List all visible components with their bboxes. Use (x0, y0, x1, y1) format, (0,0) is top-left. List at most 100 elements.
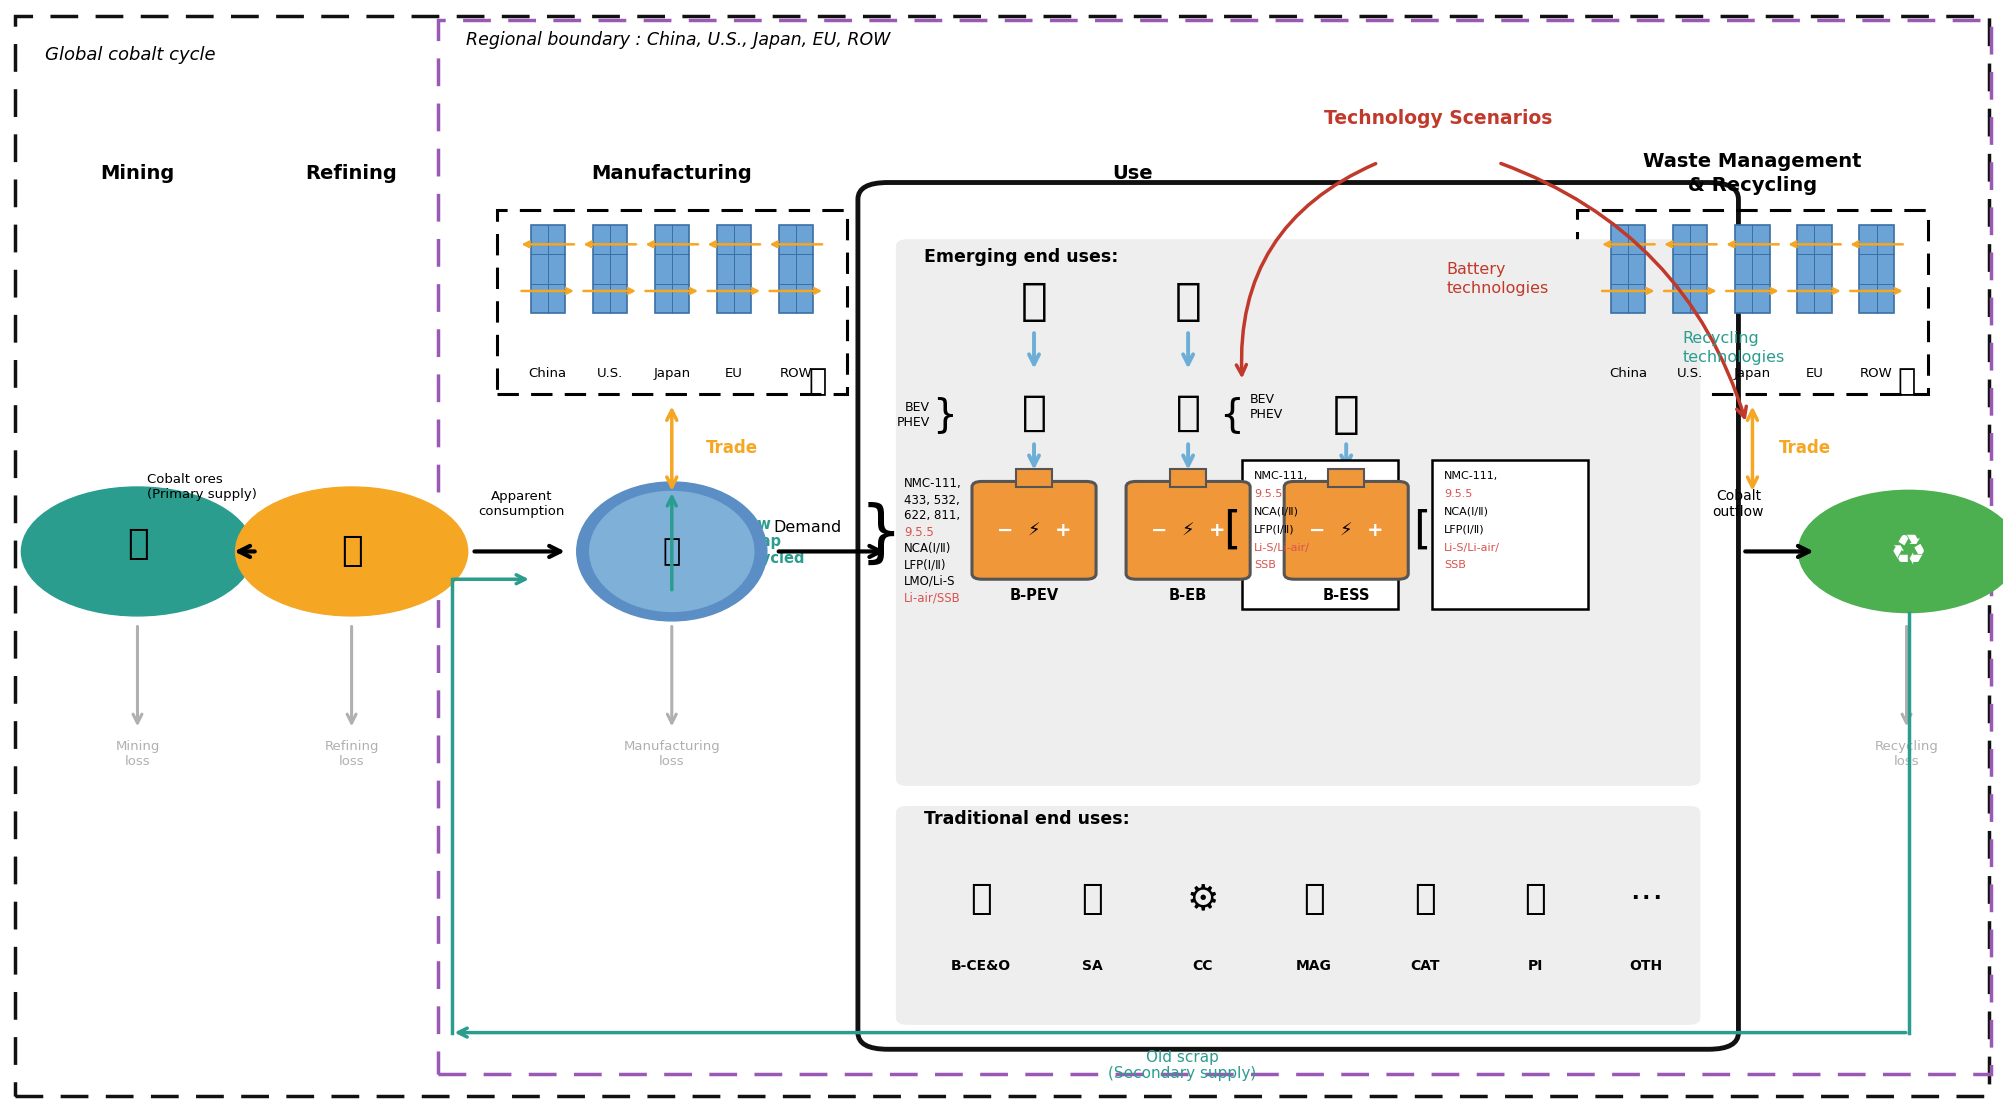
Text: EU: EU (725, 368, 743, 380)
Text: U.S.: U.S. (1677, 368, 1703, 380)
Text: 🔋: 🔋 (970, 882, 992, 916)
Text: Global cobalt cycle: Global cobalt cycle (46, 46, 216, 63)
Text: −: − (996, 521, 1014, 540)
Text: NCA(Ⅰ/Ⅱ): NCA(Ⅰ/Ⅱ) (1255, 507, 1299, 517)
Text: Mining
loss: Mining loss (116, 741, 160, 769)
Text: {: { (1218, 395, 1244, 433)
FancyBboxPatch shape (1798, 225, 1832, 313)
FancyBboxPatch shape (1735, 225, 1770, 313)
Text: Apparent
consumption: Apparent consumption (479, 490, 565, 518)
Text: 🔍: 🔍 (1898, 367, 1916, 395)
Text: 🏠: 🏠 (1333, 393, 1359, 437)
FancyBboxPatch shape (16, 16, 1988, 1096)
Text: Recycling
loss: Recycling loss (1874, 741, 1938, 769)
Text: Use: Use (1112, 164, 1152, 183)
Text: Cobalt
outflow: Cobalt outflow (1713, 489, 1764, 519)
Text: China: China (529, 368, 567, 380)
Circle shape (22, 487, 255, 616)
Text: B-PEV: B-PEV (1010, 588, 1058, 603)
Text: LFP(Ⅰ/Ⅱ): LFP(Ⅰ/Ⅱ) (904, 558, 946, 571)
Text: PI: PI (1527, 959, 1543, 974)
Text: [: [ (1413, 509, 1431, 551)
FancyBboxPatch shape (1126, 481, 1250, 579)
Text: [: [ (1222, 509, 1240, 551)
Text: ROW: ROW (1860, 368, 1894, 380)
Text: ⚙: ⚙ (1186, 882, 1218, 916)
FancyBboxPatch shape (1433, 460, 1589, 609)
Text: +: + (1054, 521, 1072, 540)
Text: Li-S/Li-air/: Li-S/Li-air/ (1445, 543, 1501, 553)
Text: Japan: Japan (653, 368, 689, 380)
Text: Mining: Mining (100, 164, 174, 183)
Text: 🚌: 🚌 (1174, 280, 1202, 323)
FancyBboxPatch shape (1673, 225, 1707, 313)
Text: 🏭: 🏭 (341, 535, 363, 568)
Text: ⚡: ⚡ (1028, 521, 1040, 539)
Text: Demand: Demand (774, 520, 842, 535)
Text: CAT: CAT (1411, 959, 1439, 974)
Text: NCA(Ⅰ/Ⅱ): NCA(Ⅰ/Ⅱ) (1445, 507, 1489, 517)
FancyBboxPatch shape (593, 225, 627, 313)
Text: NMC-111,: NMC-111, (904, 477, 962, 490)
Text: Waste Management
& Recycling: Waste Management & Recycling (1643, 153, 1862, 195)
Text: LMO/Li-S: LMO/Li-S (904, 575, 956, 588)
Text: 🧪: 🧪 (1413, 882, 1435, 916)
Text: 🦾: 🦾 (663, 537, 681, 566)
Text: ⚡: ⚡ (1182, 521, 1194, 539)
FancyBboxPatch shape (1170, 469, 1206, 487)
FancyBboxPatch shape (1860, 225, 1894, 313)
Text: Cobalt ores
(Primary supply): Cobalt ores (Primary supply) (148, 473, 257, 501)
FancyBboxPatch shape (858, 183, 1737, 1049)
Text: 🚗: 🚗 (1022, 391, 1046, 433)
Text: Refining: Refining (307, 164, 397, 183)
FancyBboxPatch shape (1285, 481, 1409, 579)
Text: SSB: SSB (1255, 560, 1277, 570)
Text: LFP(Ⅰ/Ⅱ): LFP(Ⅰ/Ⅱ) (1255, 525, 1295, 535)
Text: Technology Scenarios: Technology Scenarios (1325, 108, 1553, 128)
Text: New
scrap
recycled: New scrap recycled (735, 517, 806, 566)
FancyBboxPatch shape (1329, 469, 1365, 487)
Ellipse shape (589, 491, 754, 612)
Text: 433, 532,: 433, 532, (904, 494, 960, 507)
Text: 🧲: 🧲 (1303, 882, 1325, 916)
Text: NMC-111,: NMC-111, (1255, 471, 1309, 481)
Text: B-CE&O: B-CE&O (952, 959, 1012, 974)
Text: Traditional end uses:: Traditional end uses: (924, 810, 1130, 829)
Text: Trade: Trade (705, 439, 758, 457)
Text: 🚗: 🚗 (1020, 280, 1048, 323)
Text: Trade: Trade (1778, 439, 1830, 457)
Text: 🪨: 🪨 (1082, 882, 1102, 916)
FancyBboxPatch shape (972, 481, 1096, 579)
Text: −: − (1150, 521, 1166, 540)
Text: NCA(Ⅰ/Ⅱ): NCA(Ⅰ/Ⅱ) (904, 541, 952, 555)
Text: 622, 811,: 622, 811, (904, 509, 960, 522)
FancyBboxPatch shape (780, 225, 814, 313)
Text: OTH: OTH (1629, 959, 1663, 974)
Text: (Secondary supply): (Secondary supply) (1108, 1066, 1257, 1081)
Text: 🔍: 🔍 (810, 367, 828, 395)
Text: 9.5.5: 9.5.5 (1445, 489, 1473, 499)
Text: +: + (1208, 521, 1226, 540)
Text: NMC-111,: NMC-111, (1445, 471, 1499, 481)
Text: Recycling
technologies: Recycling technologies (1683, 331, 1786, 365)
Text: −: − (1309, 521, 1325, 540)
Text: ROW: ROW (780, 368, 812, 380)
Text: B-EB: B-EB (1168, 588, 1206, 603)
Text: EU: EU (1806, 368, 1824, 380)
Text: Japan: Japan (1733, 368, 1772, 380)
Text: China: China (1609, 368, 1647, 380)
FancyBboxPatch shape (655, 225, 689, 313)
Ellipse shape (577, 482, 768, 620)
Text: BEV
PHEV: BEV PHEV (896, 401, 930, 429)
Text: LFP(Ⅰ/Ⅱ): LFP(Ⅰ/Ⅱ) (1445, 525, 1485, 535)
Text: 🚌: 🚌 (1176, 391, 1200, 433)
Text: ···: ··· (1629, 882, 1663, 916)
Text: 9.5.5: 9.5.5 (904, 526, 934, 539)
Text: Battery
technologies: Battery technologies (1447, 263, 1549, 296)
FancyBboxPatch shape (531, 225, 565, 313)
Text: Li-S/Li-air/: Li-S/Li-air/ (1255, 543, 1311, 553)
Text: Manufacturing: Manufacturing (591, 164, 752, 183)
Text: Manufacturing
loss: Manufacturing loss (623, 741, 719, 769)
Text: 9.5.5: 9.5.5 (1255, 489, 1283, 499)
Text: Regional boundary : China, U.S., Japan, EU, ROW: Regional boundary : China, U.S., Japan, … (465, 31, 890, 49)
